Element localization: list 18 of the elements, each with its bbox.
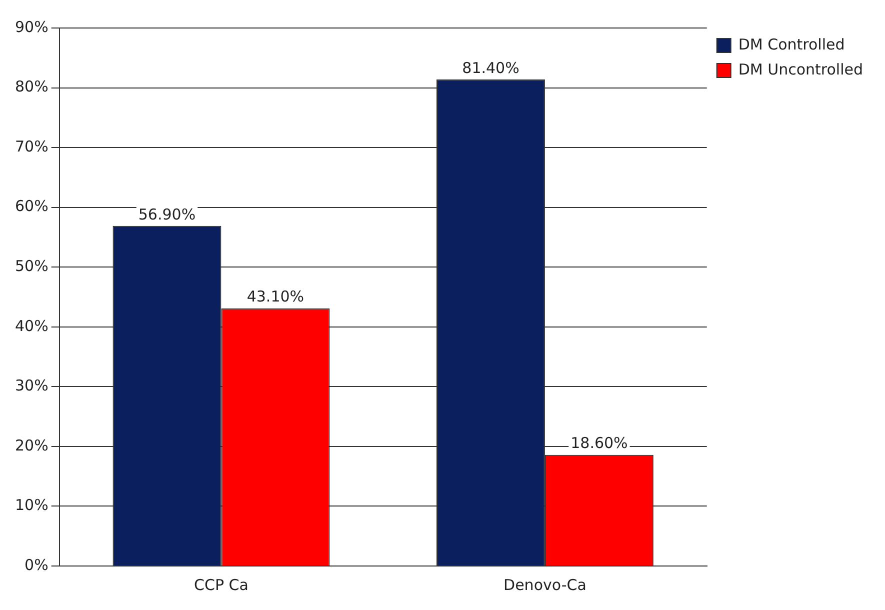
data-label: 56.90% (138, 205, 196, 224)
y-tick-label: 0% (24, 556, 48, 574)
legend-label: DM Uncontrolled (738, 60, 864, 78)
x-tick-label: CCP Ca (194, 576, 248, 594)
y-tick-label: 10% (14, 496, 48, 514)
y-tick-label: 30% (14, 376, 48, 395)
y-tick-label: 20% (14, 436, 48, 454)
legend-label: DM Controlled (738, 35, 845, 54)
y-tick-label: 80% (14, 78, 48, 96)
y-tick-label: 70% (14, 137, 48, 156)
y-tick-label: 60% (14, 197, 48, 216)
y-tick-label: 40% (14, 316, 48, 335)
data-label: 43.10% (246, 288, 304, 306)
x-tick-label: Denovo-Ca (504, 576, 586, 594)
y-tick-label: 50% (14, 257, 48, 275)
data-label: 18.60% (570, 434, 628, 452)
data-label: 81.40% (462, 58, 520, 77)
y-tick-label: 90% (14, 18, 48, 36)
